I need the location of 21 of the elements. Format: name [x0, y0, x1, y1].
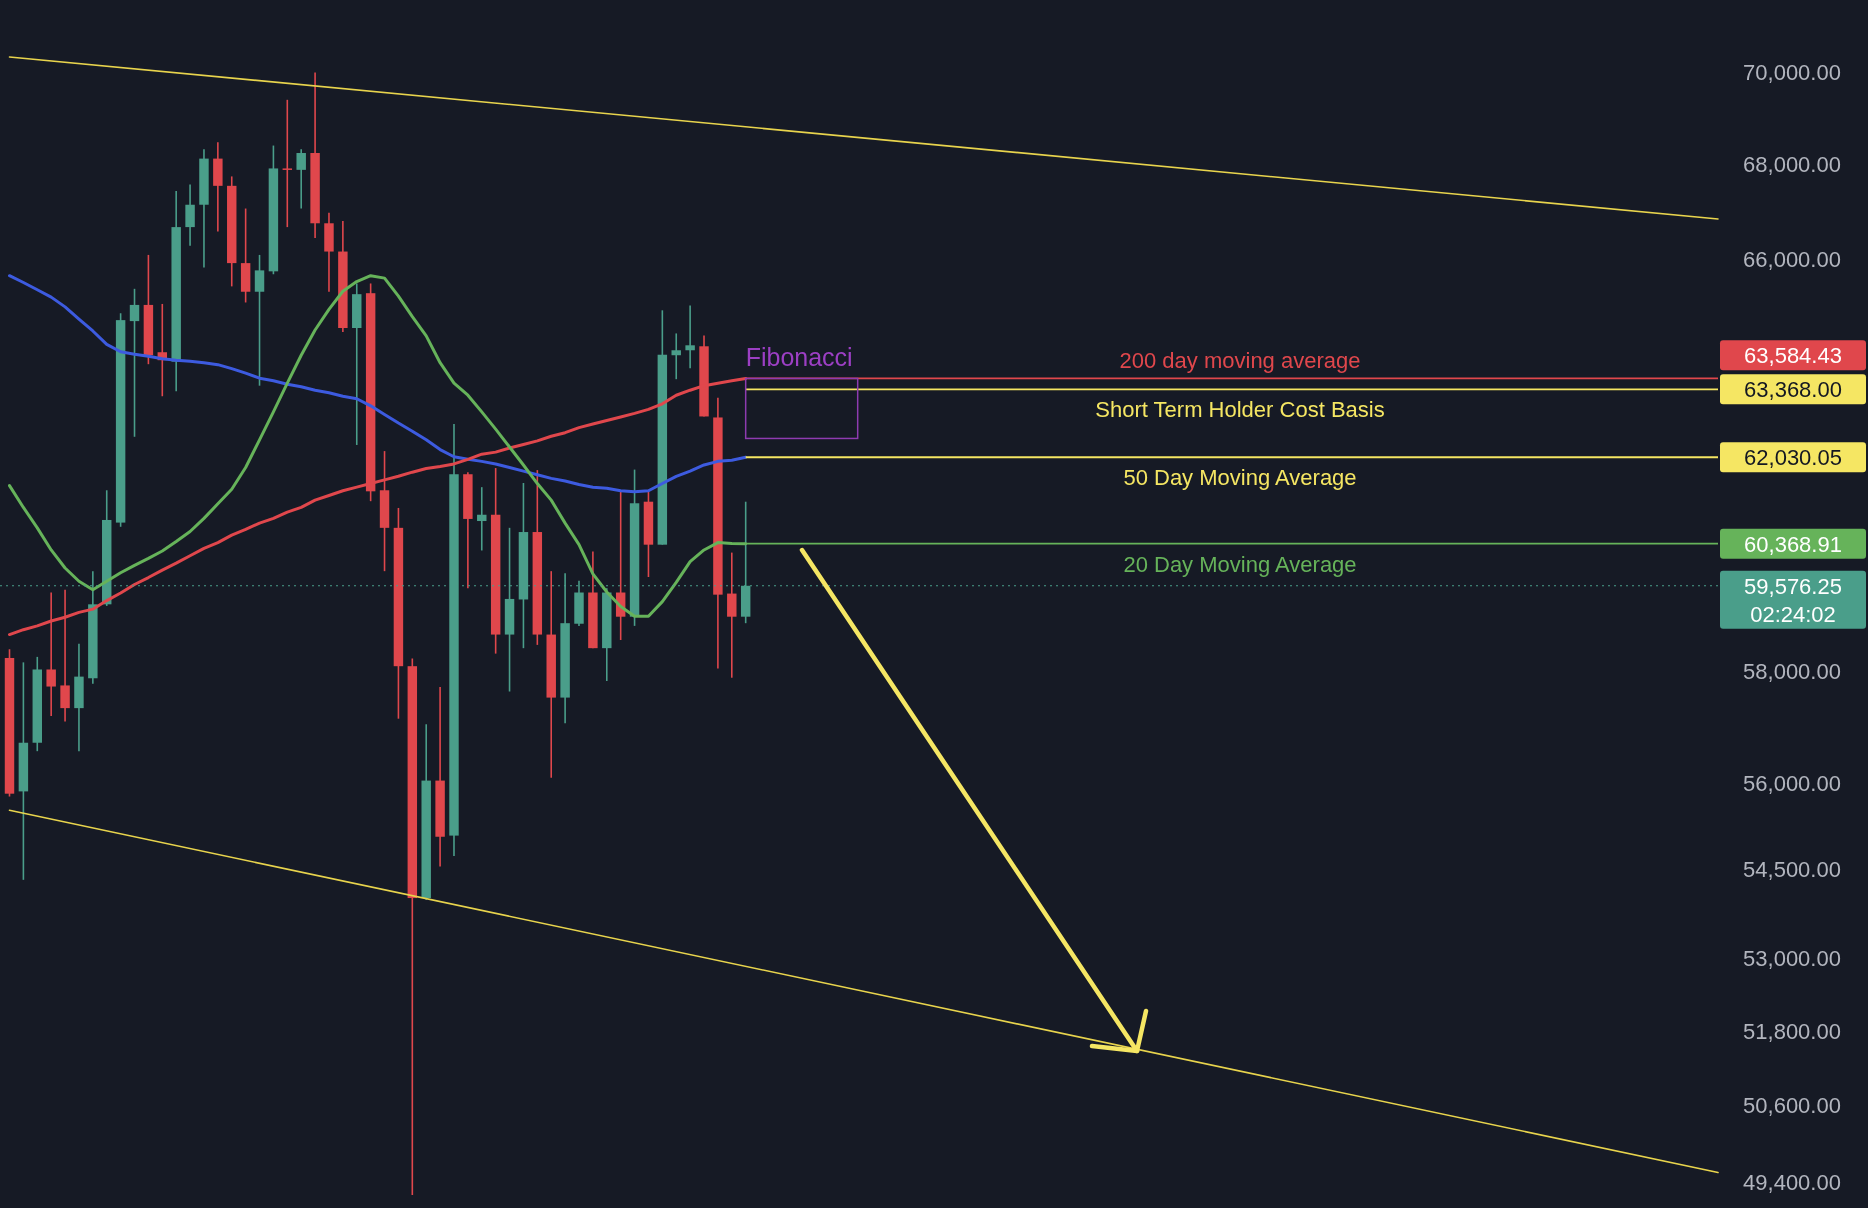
y-tick-label: 70,000.00	[1743, 60, 1841, 86]
y-tick-label: 51,800.00	[1743, 1018, 1841, 1044]
text: 60,368.91	[1744, 531, 1842, 557]
ref-line-label: 50 Day Moving Average	[1123, 465, 1357, 491]
y-tick-label: 58,000.00	[1743, 658, 1841, 684]
y-tick-label: 53,000.00	[1743, 945, 1841, 971]
text: 63,584.43	[1744, 343, 1842, 369]
text: 02:24:02	[1750, 601, 1836, 627]
annotation: Fibonacci	[745, 343, 853, 372]
y-tick-label: 66,000.00	[1743, 247, 1841, 273]
text: 59,576.25	[1744, 573, 1842, 599]
y-tick-label: 56,000.00	[1743, 770, 1841, 796]
ref-line-label: Short Term Holder Cost Basis	[1095, 397, 1385, 423]
ref-line-label: 20 Day Moving Average	[1123, 551, 1357, 577]
text: 63,368.00	[1744, 377, 1842, 403]
y-tick-label: 50,600.00	[1743, 1093, 1841, 1119]
y-tick-label: 54,500.00	[1743, 857, 1841, 882]
text: 62,030.05	[1744, 445, 1842, 471]
y-tick-label: 68,000.00	[1743, 152, 1841, 178]
ref-line-label: 200 day moving average	[1119, 348, 1361, 374]
y-tick-label: 49,400.00	[1743, 1169, 1841, 1195]
